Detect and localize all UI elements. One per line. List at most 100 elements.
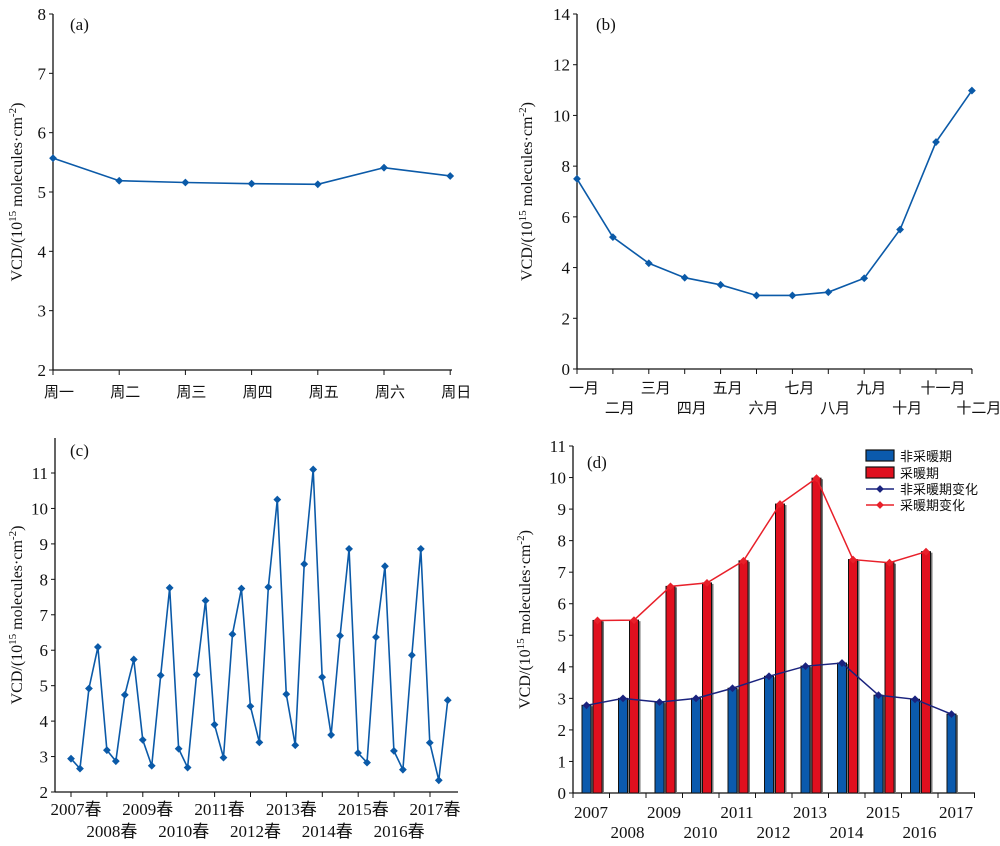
bar-non-heating [691,697,701,794]
data-point [716,280,725,289]
data-point [896,225,905,234]
y-tick-label: 10 [549,469,566,488]
x-tick-label: 2010 [684,823,718,842]
x-tick-label: 2009 [647,803,681,822]
data-point [446,172,455,180]
data-point [309,465,318,474]
data-point [181,178,190,187]
x-tick-label: 周三 [176,383,206,401]
data-point-heating-change [885,558,894,567]
data-point [76,764,84,773]
x-tick-label: 周日 [441,383,471,401]
data-point [416,544,425,553]
data-point [129,655,138,664]
legend-label: 采暖期 [900,467,939,482]
y-tick-label: 8 [40,570,49,589]
x-tick-label: 周一 [44,383,74,401]
data-point [824,288,833,297]
bar-non-heating [618,697,628,794]
x-tick-label: 2017 [939,803,974,822]
bar-heating [629,619,639,794]
data-point [210,720,219,729]
data-point-non-heating-change [655,698,664,707]
data-point-heating-change [630,616,638,625]
y-tick-label: 6 [562,208,571,227]
data-point-heating-change [922,547,930,556]
data-point [49,154,57,163]
ylabel-superscript: -2 [517,107,529,116]
bar-heating [921,551,931,794]
data-point [932,138,940,146]
y-tick-label: 7 [40,606,49,625]
data-point [282,690,291,699]
y-tick-label: 2 [562,309,571,328]
data-point [67,754,75,763]
y-tick-label: 4 [558,658,567,677]
panel-a: 2 3 4 5 6 7 8 周一 周二 周三 周四 周五 周六 周日 (a) VCD/(1015 molecu… [7,5,471,401]
data-point-heating-change [703,578,711,587]
x-tick-label: 2011 [720,803,753,822]
x-tick-label: 2008 [611,823,645,842]
data-point [174,744,183,753]
y-tick-label: 9 [558,500,567,519]
y-tick-label: 5 [38,183,47,202]
bar-non-heating [837,662,847,794]
data-point [147,761,156,770]
data-point [398,765,407,774]
ylabel-superscript: -2 [7,531,19,540]
x-tick-label: 2015春 [338,800,389,819]
y-tick-label: 14 [553,5,571,24]
x-tick-label: 八月 [820,399,850,417]
data-point-heating-change [739,556,748,565]
y-tick-label: 11 [550,437,566,456]
x-tick-label: 2007春 [51,800,102,819]
x-tick-label: 2016春 [374,822,425,841]
data-point [201,596,210,605]
x-tick-label: 七月 [784,379,814,397]
bar-non-heating [873,694,884,794]
x-tick-label: 2008春 [86,822,137,841]
series-line [70,469,449,781]
data-point [94,643,102,651]
data-point-heating-change [593,616,602,625]
data-point [156,671,165,680]
y-tick-label: 6 [40,641,49,660]
x-tick-label: 十月 [892,399,922,417]
y-tick-label: 11 [32,464,48,483]
bar-non-heating [581,704,592,794]
x-tick-label: 2011春 [194,800,244,819]
data-point [219,753,228,762]
y-tick-label: 4 [562,259,571,278]
bar-heating [702,582,712,794]
data-point [120,690,129,699]
x-tick-label: 2007 [574,803,609,822]
data-point [313,180,322,189]
data-point-heating-change [849,555,857,564]
y-axis-label: VCD/(1015 molecules·cm-2) [517,102,536,281]
data-point-non-heating-change [911,695,919,704]
data-point [425,738,434,747]
x-tick-label: 2012春 [230,822,281,841]
ylabel-text: ) [517,530,534,535]
data-point-non-heating-change [874,691,883,700]
data-point [246,702,255,711]
x-tick-label: 六月 [748,399,778,417]
y-tick-label: 2 [40,783,49,802]
y-tick-label: 3 [38,302,47,321]
ylabel-text: ) [9,526,26,531]
ylabel-text: ) [9,103,26,108]
panel-label: (d) [587,453,607,472]
data-point [443,696,452,705]
x-tick-label: 2013春 [266,800,317,819]
x-tick-label: 十二月 [956,399,1000,417]
x-tick-label: 九月 [856,379,886,397]
bar-non-heating [910,698,920,794]
data-point [255,738,264,747]
data-point [363,758,371,767]
ylabel-text: molecules·cm [519,116,536,210]
ylabel-superscript: 15 [517,210,529,222]
x-tick-label: 周五 [309,383,339,401]
x-tick-label: 周二 [110,383,140,401]
